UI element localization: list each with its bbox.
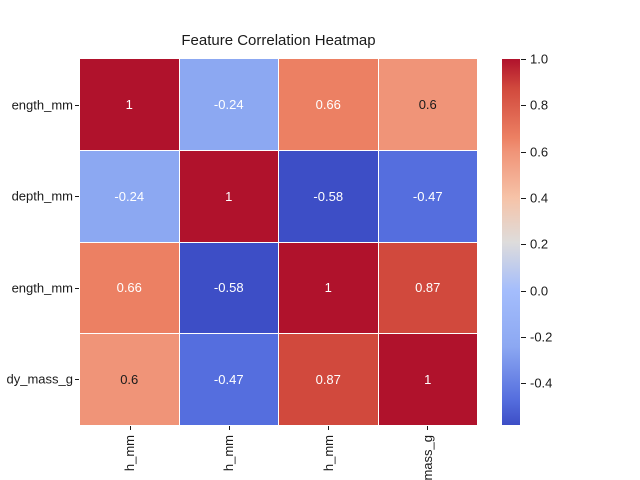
chart-title: Feature Correlation Heatmap <box>181 32 376 49</box>
colorbar-tick-label: -0.4 <box>530 375 553 391</box>
colorbar-tick-label: 0.0 <box>530 283 549 299</box>
y-axis-tick-mark <box>75 104 79 106</box>
heatmap-cell: -0.58 <box>179 242 278 334</box>
heatmap-cell: 0.6 <box>80 334 179 425</box>
colorbar-tick-label: 0.2 <box>530 236 549 252</box>
colorbar-tick-label: 0.6 <box>530 144 549 160</box>
x-axis-tick-mark <box>228 426 230 430</box>
heatmap-plot-area: 1 -0.24 0.66 0.6 -0.24 1 -0.58 -0.47 0.66 -0.58 1 0… <box>80 59 477 425</box>
heatmap-cell: 0.66 <box>80 242 179 334</box>
heatmap-cell: -0.24 <box>179 59 278 150</box>
x-axis-tick-mark <box>328 426 330 430</box>
heatmap-cell: -0.47 <box>179 334 278 425</box>
heatmap-cell: -0.24 <box>80 150 179 242</box>
colorbar-tick-mark <box>521 59 526 60</box>
colorbar-tick-label: -0.2 <box>530 329 553 345</box>
x-axis-tick-label: h_mm <box>221 435 237 472</box>
heatmap-cell: 0.6 <box>378 59 477 150</box>
y-axis-tick-label: dy_mass_g <box>6 371 73 387</box>
colorbar-tick-mark <box>521 197 526 199</box>
x-axis-tick-label: mass_g <box>419 435 435 480</box>
x-axis-tick-label: h_mm <box>122 435 138 472</box>
heatmap-cell: 0.87 <box>279 334 378 425</box>
heatmap-cell: -0.47 <box>378 150 477 242</box>
y-axis-tick-label: ength_mm <box>11 280 73 296</box>
colorbar <box>502 59 520 425</box>
y-axis-tick-label: depth_mm <box>11 188 73 204</box>
heatmap-cell: 0.87 <box>378 242 477 334</box>
colorbar-tick-mark <box>521 105 526 107</box>
colorbar-tick-label: 1.0 <box>530 51 549 67</box>
y-axis-tick-mark <box>75 379 79 381</box>
heatmap-cell: 1 <box>80 59 179 150</box>
heatmap-cell: 0.66 <box>279 59 378 150</box>
x-axis-tick-mark <box>129 426 131 430</box>
heatmap-cell: 1 <box>279 242 378 334</box>
colorbar-tick-mark <box>521 336 526 338</box>
colorbar-tick-label: 0.8 <box>530 97 549 113</box>
y-axis-tick-mark <box>75 287 79 289</box>
colorbar-tick-mark <box>521 383 526 385</box>
colorbar-tick-mark <box>521 244 526 246</box>
colorbar-tick-mark <box>521 290 526 292</box>
heatmap-cell: 1 <box>179 150 278 242</box>
y-axis-tick-mark <box>75 196 79 198</box>
colorbar-tick-mark <box>521 151 526 153</box>
heatmap-cell: -0.58 <box>279 150 378 242</box>
y-axis-tick-label: ength_mm <box>11 97 73 113</box>
x-axis-tick-mark <box>427 426 429 430</box>
x-axis-tick-label: h_mm <box>320 435 336 472</box>
colorbar-tick-label: 0.4 <box>530 190 549 206</box>
heatmap-cell: 1 <box>378 334 477 425</box>
